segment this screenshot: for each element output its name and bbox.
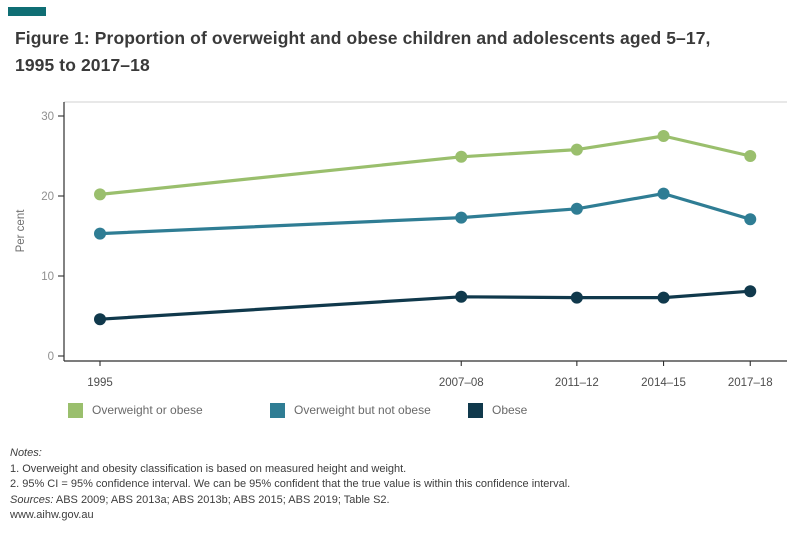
note-lead-italic: Sources: xyxy=(10,493,54,506)
notes-block: Notes: 1. Overweight and obesity classifi… xyxy=(10,446,790,524)
note-lead-italic: Notes: xyxy=(10,447,42,459)
series-line-overweight-or-obese xyxy=(98,134,752,196)
y-tick-label: 10 xyxy=(41,271,54,283)
x-tick-label: 2011–12 xyxy=(555,377,599,389)
x-tick-label: 2007–08 xyxy=(439,377,484,389)
legend-item-overweight-but-not-obese: Overweight but not obese xyxy=(270,402,431,418)
note-text: 2. 95% CI = 95% confidence interval. We … xyxy=(10,478,571,491)
note-line: www.aihw.gov.au xyxy=(10,508,790,524)
y-tick-label: 0 xyxy=(48,351,54,363)
data-point xyxy=(657,187,670,200)
data-point xyxy=(455,290,468,303)
note-line: 1. Overweight and obesity classification… xyxy=(10,462,790,478)
y-tick-label: 20 xyxy=(41,191,54,203)
series-line-obese xyxy=(98,289,752,321)
data-point xyxy=(94,227,106,240)
data-point xyxy=(94,188,106,201)
accent-bar xyxy=(8,7,46,16)
data-point xyxy=(570,291,583,304)
x-tick-label: 2017–18 xyxy=(728,377,773,389)
data-point xyxy=(744,150,757,162)
legend-item-obese: Obese xyxy=(468,402,527,418)
data-point xyxy=(455,150,468,163)
data-point xyxy=(94,313,106,326)
legend-item-overweight-or-obese: Overweight or obese xyxy=(68,402,203,418)
series-line-overweight-but-not-obese xyxy=(98,192,752,236)
data-point xyxy=(570,143,583,156)
x-tick-label: 2014–15 xyxy=(641,377,686,389)
y-tick-label: 30 xyxy=(41,111,54,123)
data-point xyxy=(657,130,670,142)
legend-label: Obese xyxy=(492,403,528,417)
legend-label: Overweight but not obese xyxy=(294,403,431,417)
y-axis-title: Per cent xyxy=(15,209,27,253)
data-point xyxy=(744,213,757,226)
figure-title-line2: 1995 to 2017–18 xyxy=(15,54,150,75)
x-tick-label: 1995 xyxy=(87,377,113,389)
data-point xyxy=(455,211,468,224)
figure-title-line1: Figure 1: Proportion of overweight and o… xyxy=(15,28,711,48)
note-line: Sources: ABS 2009; ABS 2013a; ABS 2013b;… xyxy=(10,493,790,509)
legend-swatch xyxy=(68,402,83,418)
note-line: Notes: xyxy=(10,446,790,462)
note-text: ABS 2009; ABS 2013a; ABS 2013b; ABS 2015… xyxy=(53,493,390,506)
note-text: 1. Overweight and obesity classification… xyxy=(10,462,407,475)
legend-label: Overweight or obese xyxy=(92,403,203,417)
note-line: 2. 95% CI = 95% confidence interval. We … xyxy=(10,477,790,493)
data-point xyxy=(657,291,670,304)
data-point xyxy=(570,202,583,215)
legend-swatch xyxy=(270,402,285,418)
legend-swatch xyxy=(468,402,483,418)
data-point xyxy=(744,285,757,298)
figure-title: Figure 1: Proportion of overweight and o… xyxy=(15,25,785,78)
note-text: www.aihw.gov.au xyxy=(10,509,94,522)
